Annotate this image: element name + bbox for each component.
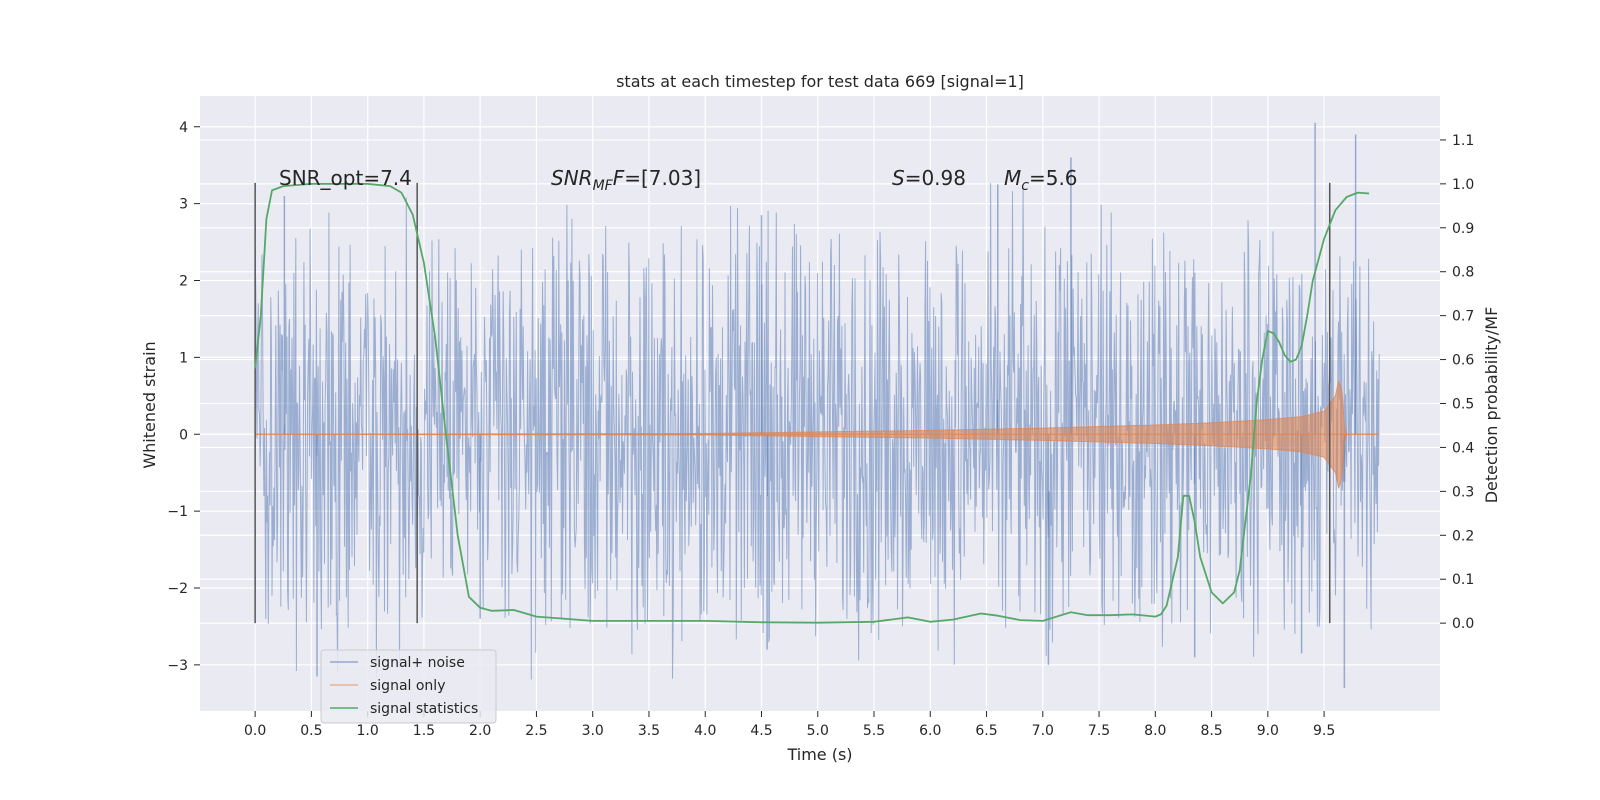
y-right-axis-ticks: 0.0 0.1 0.2 0.3 0.4 0.5 0.6 0.7 0.8 0.9 1.0 1.1 — [1440, 133, 1474, 632]
annotation-snr-opt: SNR_opt=7.4 — [279, 166, 412, 190]
y-left-tick-label-4: 1 — [179, 350, 188, 366]
x-tick-label-2: 1.0 — [357, 723, 379, 739]
x-tick-label-11: 5.5 — [863, 723, 885, 739]
annotation-mc: Mc=5.6 — [1004, 166, 1078, 194]
x-tick-label-3: 1.5 — [413, 723, 435, 739]
y-right-tick-label-11: 1.1 — [1452, 133, 1474, 149]
x-tick-label-15: 7.5 — [1088, 723, 1110, 739]
x-tick-label-1: 0.5 — [300, 723, 322, 739]
annotation-mc-symbol: M — [1004, 166, 1021, 190]
y-right-tick-label-6: 0.6 — [1452, 353, 1474, 369]
y-right-tick-label-5: 0.5 — [1452, 397, 1474, 413]
annotation-snr-mf: SNRMFF=[7.03] — [551, 166, 701, 194]
x-tick-label-10: 5.0 — [807, 723, 829, 739]
x-tick-label-8: 4.0 — [694, 723, 716, 739]
y-right-tick-label-3: 0.3 — [1452, 484, 1474, 500]
chart-title: stats at each timestep for test data 669… — [616, 72, 1024, 91]
x-axis-title: Time (s) — [786, 745, 852, 764]
legend: signal+ noise signal only signal statist… — [320, 649, 497, 724]
y-right-tick-label-7: 0.7 — [1452, 309, 1474, 325]
x-axis-ticks: 0.0 0.5 1.0 1.5 2.0 2.5 3.0 3.5 4.0 4.5 5.0 5.5 6.0 6… — [244, 711, 1335, 739]
annotation-snr-mf-value: =[7.03] — [624, 166, 701, 190]
y-left-tick-label-3: 0 — [179, 427, 188, 443]
legend-label-signal-only: signal only — [370, 678, 445, 694]
y-left-tick-label-0: −3 — [167, 658, 188, 674]
y-right-tick-label-8: 0.8 — [1452, 265, 1474, 281]
annotation-snr-mf-symbol: SNR — [551, 166, 593, 190]
annotation-s: S=0.98 — [892, 166, 966, 190]
y-right-tick-label-0: 0.0 — [1452, 616, 1474, 632]
legend-label-signal-noise: signal+ noise — [370, 655, 465, 671]
annotation-s-symbol: S — [892, 166, 905, 190]
x-tick-label-4: 2.0 — [469, 723, 491, 739]
y-right-axis-title: Detection probability/MF — [1482, 307, 1501, 504]
x-tick-label-9: 4.5 — [750, 723, 772, 739]
x-tick-label-5: 2.5 — [525, 723, 547, 739]
x-tick-label-19: 9.5 — [1313, 723, 1335, 739]
x-tick-label-6: 3.0 — [582, 723, 604, 739]
series-signal-statistics — [254, 183, 1370, 624]
vertical-markers — [254, 182, 1331, 624]
annotation-mc-subscript: c — [1021, 178, 1029, 194]
legend-label-signal-statistics: signal statistics — [370, 701, 478, 717]
y-right-tick-label-9: 0.9 — [1452, 221, 1474, 237]
y-left-tick-label-1: −2 — [167, 581, 188, 597]
y-right-tick-label-1: 0.1 — [1452, 572, 1474, 588]
annotation-s-value: =0.98 — [905, 166, 966, 190]
series-signal-only — [255, 380, 1380, 489]
y-left-tick-label-2: −1 — [167, 504, 188, 520]
y-left-tick-label-5: 2 — [179, 274, 188, 290]
annotation-snr-mf-symbol-f: F — [613, 166, 625, 190]
x-tick-label-12: 6.0 — [919, 723, 941, 739]
x-tick-label-13: 6.5 — [975, 723, 997, 739]
y-left-axis-ticks: −3 −2 −1 0 1 2 3 4 — [167, 120, 200, 674]
legend-box — [320, 649, 497, 724]
y-left-tick-label-7: 4 — [179, 120, 188, 136]
x-tick-label-7: 3.5 — [638, 723, 660, 739]
x-tick-label-16: 8.0 — [1144, 723, 1166, 739]
x-tick-label-14: 7.0 — [1032, 723, 1054, 739]
x-tick-label-18: 9.0 — [1257, 723, 1279, 739]
annotation-mc-value: =5.6 — [1029, 166, 1078, 190]
x-tick-label-0: 0.0 — [244, 723, 266, 739]
y-left-tick-label-6: 3 — [179, 197, 188, 213]
y-right-tick-label-10: 1.0 — [1452, 177, 1474, 193]
annotation-snr-mf-subscript: MF — [593, 178, 614, 194]
signal-statistics-line — [254, 183, 1370, 624]
y-right-tick-label-4: 0.4 — [1452, 440, 1474, 456]
y-right-tick-label-2: 0.2 — [1452, 528, 1474, 544]
x-tick-label-17: 8.5 — [1200, 723, 1222, 739]
y-left-axis-title: Whitened strain — [140, 341, 159, 468]
